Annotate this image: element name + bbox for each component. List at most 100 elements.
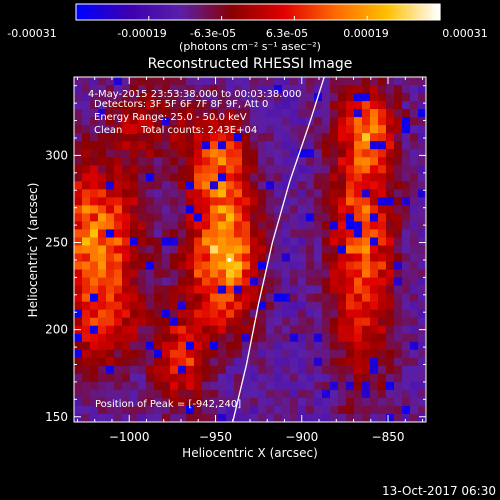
heatmap-cell: [402, 101, 411, 110]
heatmap-cell: [146, 165, 155, 174]
colorbar-cell: [291, 4, 295, 20]
heatmap-cell: [258, 341, 267, 351]
heatmap-cell: [226, 133, 235, 142]
heatmap-cell: [362, 365, 371, 375]
heatmap-cell: [138, 269, 147, 279]
heatmap-cell: [74, 101, 83, 110]
heatmap-cell: [130, 357, 139, 367]
heatmap-cell: [410, 205, 419, 214]
heatmap-cell: [378, 293, 387, 303]
heatmap-cell: [170, 125, 179, 134]
heatmap-cell: [74, 181, 83, 190]
heatmap-cell: [306, 109, 315, 118]
heatmap-cell: [130, 229, 139, 238]
heatmap-cell: [354, 333, 363, 343]
heatmap-cell: [138, 325, 147, 335]
heatmap-cell: [202, 197, 211, 206]
heatmap-cell: [82, 213, 91, 222]
heatmap-cell: [138, 197, 147, 206]
heatmap-cell: [402, 349, 411, 359]
heatmap-cell: [74, 301, 83, 311]
heatmap-cell: [74, 269, 83, 279]
heatmap-cell: [298, 133, 307, 142]
heatmap-cell: [138, 309, 147, 319]
heatmap-cell: [386, 269, 395, 279]
heatmap-cell: [146, 341, 155, 351]
heatmap-cell: [338, 253, 347, 263]
heatmap-cell: [290, 125, 299, 134]
heatmap-cell: [170, 301, 179, 311]
heatmap-cell: [202, 413, 211, 422]
heatmap-cell: [346, 181, 355, 190]
heatmap-cell: [98, 373, 107, 383]
heatmap-cell: [122, 397, 131, 407]
heatmap-cell: [162, 237, 171, 246]
heatmap-cell: [146, 117, 155, 126]
colorbar-cell: [182, 4, 186, 20]
heatmap-cell: [266, 381, 275, 391]
heatmap-cell: [186, 213, 195, 222]
heatmap-cell: [90, 309, 99, 319]
heatmap-cell: [314, 157, 323, 166]
heatmap-cell: [242, 181, 251, 190]
heatmap-cell: [266, 109, 275, 118]
colorbar-cell: [289, 4, 293, 20]
heatmap-cell: [226, 149, 235, 158]
heatmap-cell: [266, 357, 275, 367]
heatmap-cell: [242, 381, 251, 391]
heatmap-cell: [338, 349, 347, 359]
heatmap-cell: [130, 213, 139, 222]
colorbar-tick-label: -0.00019: [117, 27, 166, 40]
heatmap-cell: [154, 381, 163, 391]
heatmap-cell: [170, 245, 179, 255]
heatmap-cell: [290, 85, 299, 94]
heatmap-cell: [394, 341, 403, 351]
heatmap-cell: [306, 213, 315, 222]
heatmap-cell: [242, 365, 251, 375]
heatmap-cell: [210, 269, 219, 279]
colorbar-cell: [427, 4, 431, 20]
heatmap-cell: [106, 357, 115, 367]
heatmap-cell: [314, 141, 323, 150]
heatmap-cell: [322, 237, 331, 246]
heatmap-cell: [338, 173, 347, 182]
heatmap-cell: [82, 165, 91, 174]
colorbar: [75, 3, 441, 21]
heatmap-cell: [282, 213, 291, 222]
heatmap-cell: [290, 293, 299, 303]
heatmap-cell: [154, 141, 163, 150]
heatmap-cell: [210, 197, 219, 206]
heatmap-cell: [226, 413, 235, 422]
heatmap-cell: [82, 149, 91, 158]
heatmap-cell: [274, 125, 283, 134]
colorbar-cell: [437, 4, 441, 20]
heatmap-cell: [370, 405, 379, 415]
heatmap-cell: [186, 357, 195, 367]
heatmap-cell: [242, 309, 251, 319]
heatmap-cell: [210, 133, 219, 142]
heatmap-cell: [346, 357, 355, 367]
heatmap-cell: [202, 309, 211, 319]
heatmap-cell: [122, 245, 131, 255]
colorbar-cell: [169, 4, 173, 20]
heatmap-cell: [194, 149, 203, 158]
heatmap-cell: [346, 189, 355, 198]
heatmap-cell: [210, 405, 219, 415]
heatmap-cell: [362, 309, 371, 319]
colorbar-cell: [388, 4, 392, 20]
heatmap-cell: [338, 325, 347, 335]
heatmap-cell: [330, 269, 339, 279]
heatmap-cell: [370, 285, 379, 295]
heatmap-cell: [298, 117, 307, 126]
heatmap-cell: [298, 149, 307, 158]
heatmap-cell: [258, 229, 267, 238]
heatmap-cell: [354, 125, 363, 134]
heatmap-cell: [154, 229, 163, 238]
heatmap-cell: [138, 293, 147, 303]
heatmap-cell: [370, 117, 379, 126]
heatmap-cell: [322, 141, 331, 150]
heatmap-cell: [410, 221, 419, 230]
heatmap-cell: [418, 133, 426, 142]
colorbar-cell: [382, 4, 386, 20]
heatmap-cell: [114, 325, 123, 335]
